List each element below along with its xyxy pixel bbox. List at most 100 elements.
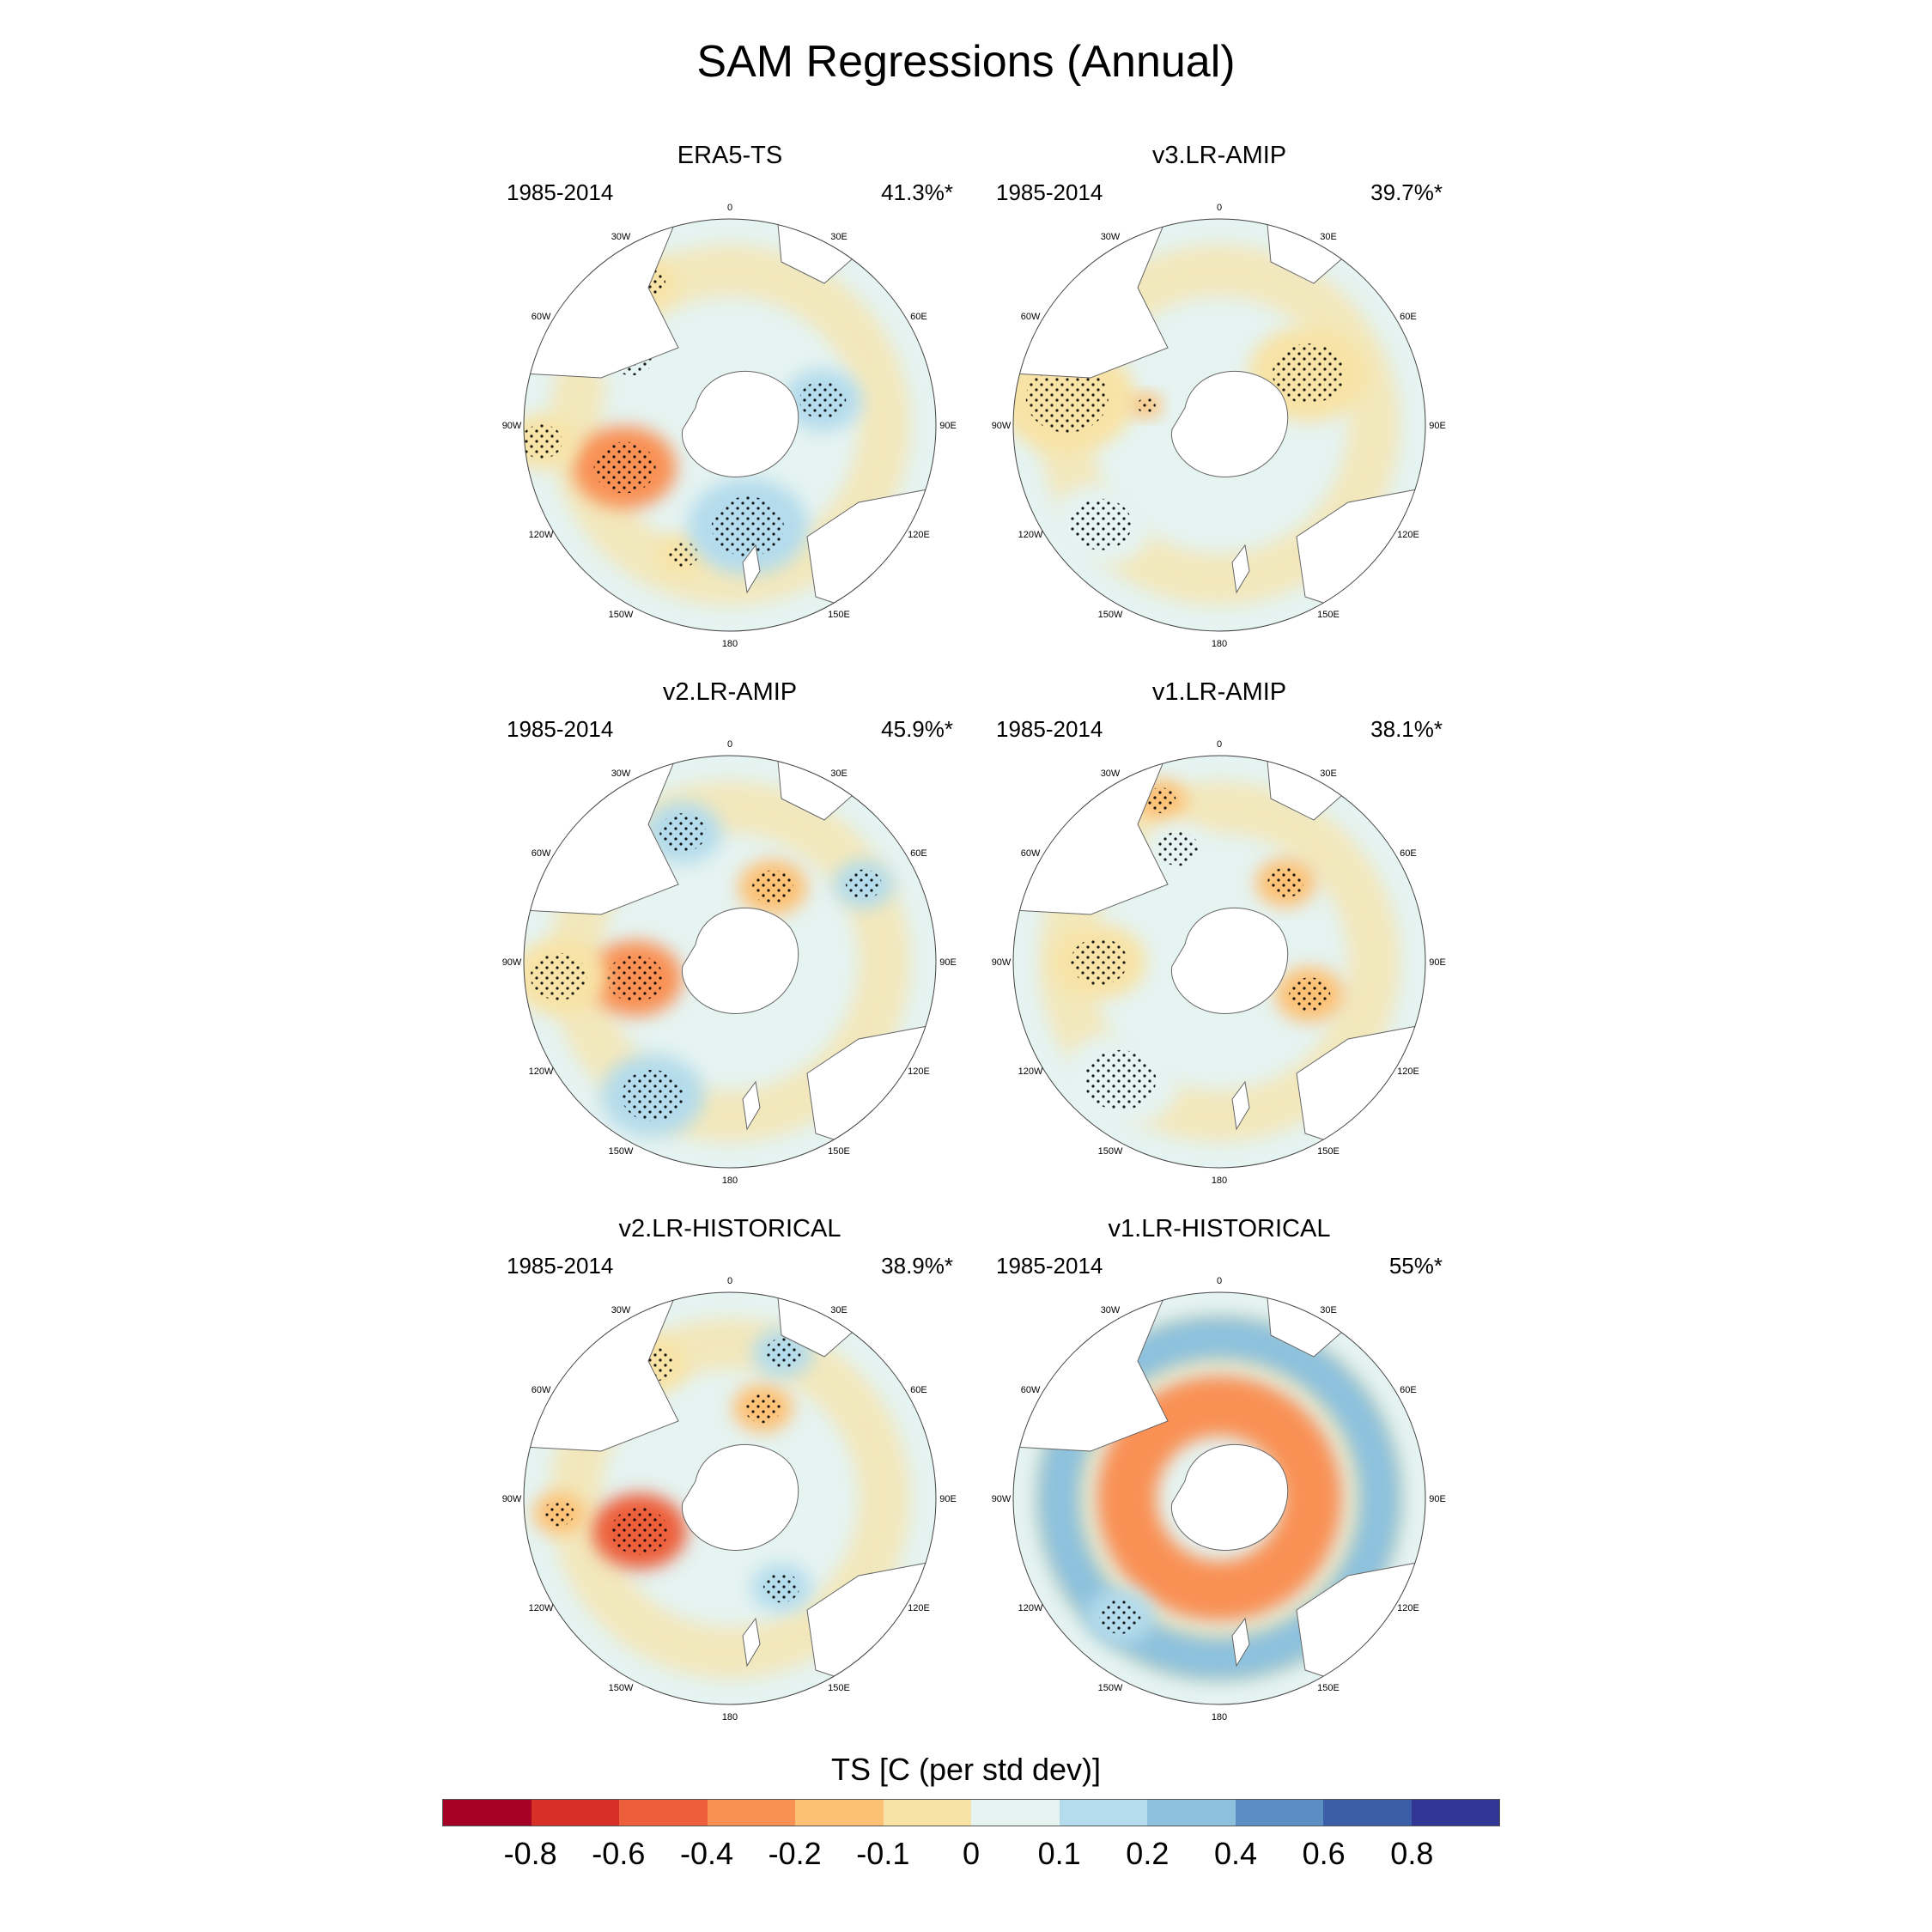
south-america-landmass (524, 756, 679, 915)
longitude-label: 0 (1217, 1276, 1222, 1286)
panel-period: 1985-2014 (507, 1253, 614, 1279)
longitude-label: 180 (722, 1712, 738, 1722)
colorbar-swatch (1147, 1800, 1236, 1826)
longitude-label: 90W (502, 421, 522, 431)
australia-landmass (806, 1025, 936, 1151)
colorbar-tick-label: -0.4 (679, 1836, 734, 1871)
map-panel: v1.LR-HISTORICAL 1985-2014 55%* 0 30E 60E 90E 1… (910, 1215, 1528, 1730)
significance-stipple (667, 541, 699, 568)
polar-map: 0 30E 60E 90E 120E 150E 180 150W 120W 90W 60W 30W (992, 203, 1446, 649)
longitude-label: 30E (1320, 1305, 1337, 1315)
longitude-label: 180 (722, 639, 738, 649)
longitude-label: 60E (910, 312, 927, 322)
antarctica-landmass (1170, 371, 1289, 477)
significance-stipple (606, 954, 664, 1002)
longitude-label: 30W (611, 232, 631, 242)
longitude-label: 30W (611, 1305, 631, 1315)
longitude-label: 120W (1018, 530, 1043, 540)
new-zealand-landmass (742, 1617, 761, 1668)
longitude-label: 60W (1021, 312, 1041, 322)
longitude-label: 60W (1021, 848, 1041, 859)
colorbar-ticks: -0.8 -0.6 -0.4 -0.2 -0.1 0 0.1 0.2 0.4 0.6 0.8 (442, 1836, 1500, 1879)
significance-stipple (1157, 831, 1200, 866)
longitude-label: 60E (910, 848, 927, 859)
longitude-label: 120W (529, 1603, 554, 1613)
south-america-landmass (524, 1292, 679, 1452)
panel-variance-explained: 45.9%* (881, 716, 953, 742)
longitude-label: 150W (609, 1146, 634, 1157)
significance-stipple (1025, 363, 1109, 433)
new-zealand-landmass (742, 1080, 761, 1131)
longitude-label: 150E (828, 1683, 850, 1693)
longitude-label: 150E (1317, 1683, 1340, 1693)
longitude-label: 180 (1212, 1176, 1227, 1186)
antarctica-landmass (681, 908, 799, 1014)
colorbar-tick-label: 0.1 (1037, 1836, 1081, 1871)
polar-map: 0 30E 60E 90E 120E 150E 180 150W 120W 90W 60W 30W (502, 203, 957, 649)
longitude-label: 150E (828, 1146, 850, 1157)
longitude-label: 90E (939, 1494, 957, 1504)
longitude-label: 0 (727, 739, 732, 750)
colorbar-tick-label: -0.1 (856, 1836, 910, 1871)
colorbar-swatch (619, 1800, 708, 1826)
map-panel: v2.LR-AMIP 1985-2014 45.9%* 0 30E 60E 90E 120E 1… (421, 678, 1039, 1194)
longitude-label: 0 (1217, 739, 1222, 750)
longitude-label: 90E (1429, 957, 1446, 968)
longitude-label: 0 (1217, 203, 1222, 213)
longitude-label: 180 (1212, 639, 1227, 649)
longitude-label: 120E (1397, 1066, 1419, 1077)
longitude-label: 30W (1101, 1305, 1121, 1315)
longitude-label: 30E (1320, 769, 1337, 779)
longitude-label: 60E (1400, 312, 1417, 322)
longitude-label: 150E (1317, 610, 1340, 620)
panel-title: ERA5-TS (677, 142, 783, 169)
panel-variance-explained: 55%* (1388, 1253, 1443, 1279)
significance-stipple (744, 1393, 781, 1424)
longitude-label: 60E (910, 1385, 927, 1395)
colorbar-swatch (1323, 1800, 1412, 1826)
longitude-label: 30W (1101, 232, 1121, 242)
antarctica-landmass (681, 1444, 799, 1551)
colorbar-swatch (883, 1800, 971, 1826)
significance-stipple (543, 1500, 574, 1527)
longitude-label: 120W (1018, 1603, 1043, 1613)
significance-stipple (1145, 787, 1176, 814)
colorbar-tick-label: 0.2 (1126, 1836, 1170, 1871)
longitude-label: 90W (502, 957, 522, 968)
longitude-label: 150E (1317, 1146, 1340, 1157)
map-panel: v1.LR-AMIP 1985-2014 38.1%* 0 30E 60E 90E 120E 1… (910, 678, 1528, 1194)
panel-title: v1.LR-HISTORICAL (1108, 1215, 1331, 1242)
significance-stipple (1272, 343, 1345, 404)
significance-stipple (1099, 1599, 1141, 1634)
longitude-label: 180 (1212, 1712, 1227, 1722)
significance-stipple (530, 952, 587, 1000)
longitude-label: 60W (532, 848, 551, 859)
longitude-label: 0 (727, 203, 732, 213)
panel-title: v1.LR-AMIP (1151, 678, 1287, 706)
polar-map: 0 30E 60E 90E 120E 150E 180 150W 120W 90W 60W 30W (992, 739, 1446, 1186)
map-border (523, 755, 937, 1169)
longitude-label: 150E (828, 610, 850, 620)
significance-stipple (711, 496, 784, 557)
significance-stipple (1071, 938, 1127, 986)
longitude-label: 30W (611, 769, 631, 779)
longitude-label: 0 (727, 1276, 732, 1286)
significance-stipple (1070, 498, 1133, 550)
panel-title: v3.LR-AMIP (1151, 142, 1287, 169)
map-border (1012, 755, 1426, 1169)
colorbar-tick-label: 0.6 (1302, 1836, 1346, 1871)
anomaly-feature (1097, 1376, 1342, 1621)
longitude-label: 90W (992, 1494, 1012, 1504)
longitude-label: 90E (939, 421, 957, 431)
south-america-landmass (524, 219, 679, 379)
antarctica-landmass (681, 371, 799, 477)
australia-landmass (1296, 1562, 1425, 1688)
colorbar-title: TS [C (per std dev)] (830, 1752, 1102, 1787)
south-america-landmass (1013, 1292, 1169, 1452)
longitude-label: 120E (908, 1066, 930, 1077)
map-border (523, 218, 937, 632)
longitude-label: 30E (830, 1305, 848, 1315)
longitude-label: 150W (609, 610, 634, 620)
longitude-label: 120W (529, 530, 554, 540)
colorbar-swatch (971, 1800, 1060, 1826)
